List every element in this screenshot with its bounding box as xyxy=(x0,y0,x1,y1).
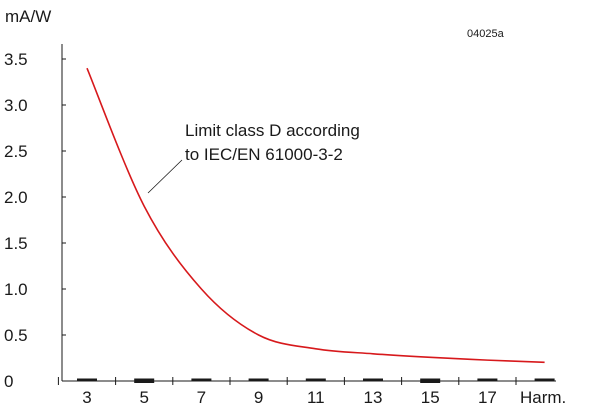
x-tick-label: 13 xyxy=(364,388,383,407)
x-axis-marker xyxy=(477,378,498,382)
y-tick-label: 3.5 xyxy=(4,50,28,69)
x-axis-marker xyxy=(363,378,383,382)
x-axis-marker xyxy=(534,378,555,382)
annotation-leader-line xyxy=(147,159,183,194)
y-tick-label: 1.5 xyxy=(4,234,28,253)
x-axis-label: Harm. xyxy=(520,388,566,407)
y-tick-label: 2.5 xyxy=(4,142,28,161)
y-tick-label: 0.5 xyxy=(4,326,28,345)
x-ticks: 3 5 7 9 11 13 15 17 xyxy=(57,377,517,407)
x-tick-label: 7 xyxy=(197,388,206,407)
x-axis-markers xyxy=(77,378,555,383)
limit-curve xyxy=(86,67,545,364)
y-tick-label: 0 xyxy=(4,372,13,391)
x-tick-label: 17 xyxy=(478,388,497,407)
annotation-line-2: to IEC/EN 61000-3-2 xyxy=(185,145,343,164)
x-tick-label: 3 xyxy=(82,388,91,407)
x-tick-label: 11 xyxy=(307,388,325,407)
y-ticks: 3.5 3.0 2.5 2.0 1.5 1.0 0.5 0 xyxy=(4,50,66,391)
y-tick-label: 1.0 xyxy=(4,280,28,299)
x-axis-marker xyxy=(420,378,441,383)
y-tick-label: 2.0 xyxy=(4,188,28,207)
x-axis-marker xyxy=(305,378,326,382)
x-axis-marker xyxy=(248,378,269,382)
x-axis-marker xyxy=(134,378,155,383)
figure-code-label: 04025a xyxy=(467,28,505,40)
y-axis-unit-label: mA/W xyxy=(5,7,51,26)
x-axis-marker xyxy=(191,378,212,382)
x-axis-marker xyxy=(77,378,97,382)
x-tick-label: 15 xyxy=(421,388,440,407)
annotation-line-1: Limit class D according xyxy=(185,121,360,140)
x-tick-label: 9 xyxy=(254,388,263,407)
x-tick-label: 5 xyxy=(139,388,148,407)
y-tick-label: 3.0 xyxy=(4,96,28,115)
